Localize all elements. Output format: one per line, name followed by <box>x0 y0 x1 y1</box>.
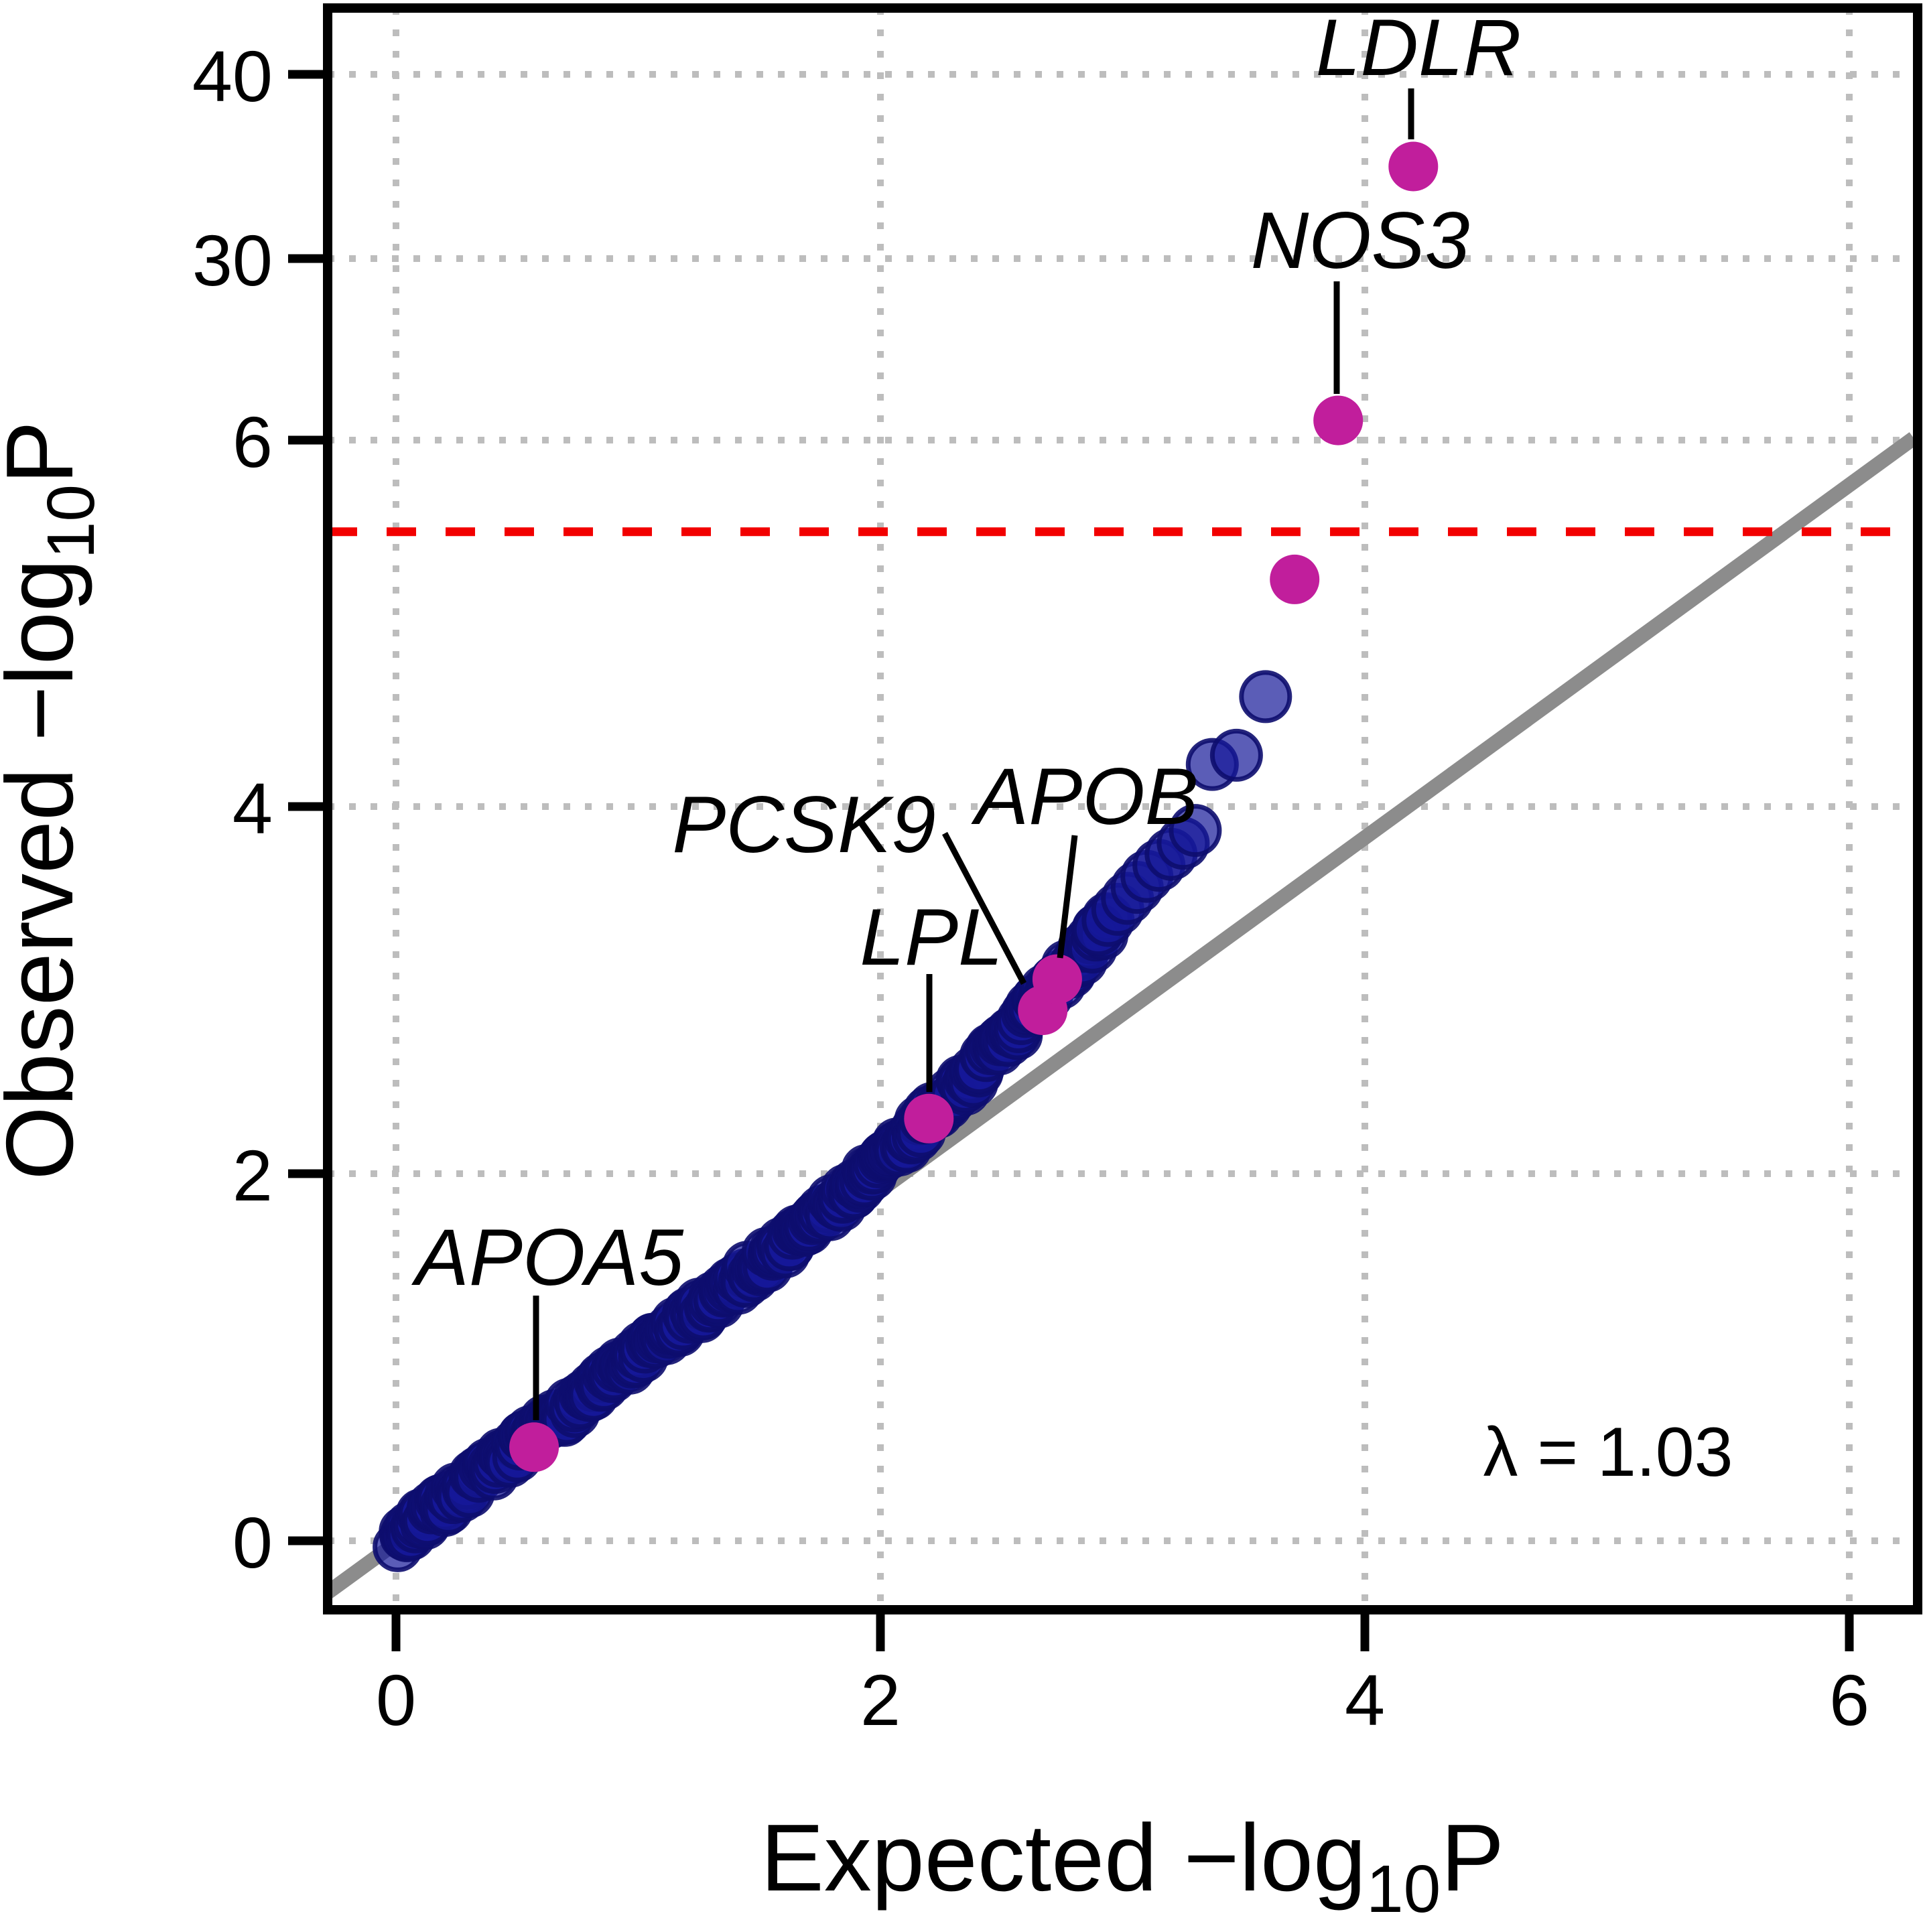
x-axis-title-sub: 10 <box>1366 1852 1441 1927</box>
qq-tail-point <box>1169 804 1222 857</box>
gene-point-LDLR <box>1388 141 1439 192</box>
x-axis-title: Expected −log10P <box>760 1805 1504 1927</box>
x-axis-title-main: Expected −log <box>760 1805 1366 1911</box>
gene-point-APOB <box>1032 954 1082 1004</box>
gene-point-APOA5 <box>509 1422 559 1472</box>
x-tick-label-6: 6 <box>1829 1659 1869 1740</box>
qq-tail-point <box>1209 728 1263 782</box>
gene-label-PCSK9: PCSK9 <box>672 780 936 870</box>
gene-label-APOA5: APOA5 <box>411 1213 684 1302</box>
y-tick-label-2: 2 <box>233 1135 273 1216</box>
gene-point-NOS3 <box>1313 395 1364 445</box>
y-tick-label-0: 0 <box>233 1502 273 1583</box>
y-axis-title: Observed −log10P <box>0 421 109 1180</box>
y-tick-label-40: 40 <box>192 36 273 117</box>
plot-frame <box>323 3 1922 1614</box>
y-tick-label-6: 6 <box>233 401 273 482</box>
gene-label-APOB: APOB <box>971 752 1198 841</box>
qq-tail-point <box>1239 670 1292 723</box>
x-tick-label-2: 2 <box>860 1659 901 1740</box>
y-tick-label-4: 4 <box>233 768 273 849</box>
gridlines-layer <box>328 8 1918 1610</box>
y-tick-label-30: 30 <box>192 220 273 301</box>
x-tick-label-4: 4 <box>1345 1659 1385 1740</box>
axis-ticks-layer <box>288 70 1854 1651</box>
y-axis-title-sub: 10 <box>34 484 109 559</box>
gene-label-LDLR: LDLR <box>1316 3 1522 92</box>
gene-label-LPL: LPL <box>860 892 1003 982</box>
y-axis-title-suffix: P <box>0 421 93 484</box>
y-axis-title-main: Observed −log <box>0 559 93 1180</box>
gene-label-NOS3: NOS3 <box>1251 196 1470 285</box>
gene-point-unlabeled <box>1270 554 1320 604</box>
highlight-points-layer <box>509 141 1439 1472</box>
x-axis-title-suffix: P <box>1441 1805 1504 1911</box>
lambda-annotation: λ = 1.03 <box>1483 1413 1733 1491</box>
gene-labels-layer: APOA5 LPL PCSK9 APOB NOS3 LDLR <box>411 3 1522 1302</box>
leader-line-PCSK9 <box>942 831 1026 985</box>
tick-labels-layer: 0 2 4 6 0 2 4 6 30 40 <box>192 36 1869 1740</box>
leader-line-APOB <box>1057 835 1078 959</box>
leader-lines-layer <box>533 88 1414 1420</box>
gene-point-LPL <box>904 1093 954 1144</box>
x-tick-label-0: 0 <box>376 1659 416 1740</box>
